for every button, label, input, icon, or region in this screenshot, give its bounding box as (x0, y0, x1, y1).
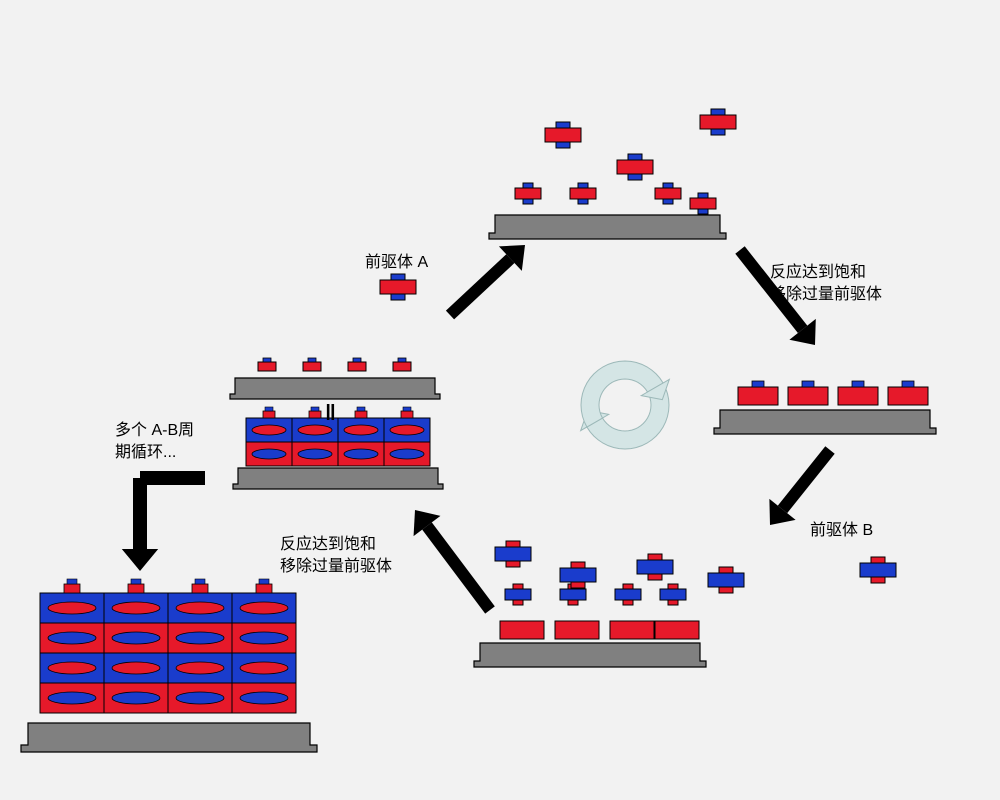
label-saturate-top: 反应达到饱和 移除过量前驱体 (770, 262, 882, 307)
ald-cycle-diagram (0, 0, 1000, 800)
label-equals: ǁ (325, 398, 336, 429)
label-multi-cycle: 多个 A-B周 期循环... (115, 420, 194, 465)
label-precursor-b: 前驱体 B (810, 520, 873, 542)
label-saturate-bottom: 反应达到饱和 移除过量前驱体 (280, 534, 392, 579)
label-precursor-a: 前驱体 A (365, 252, 428, 274)
